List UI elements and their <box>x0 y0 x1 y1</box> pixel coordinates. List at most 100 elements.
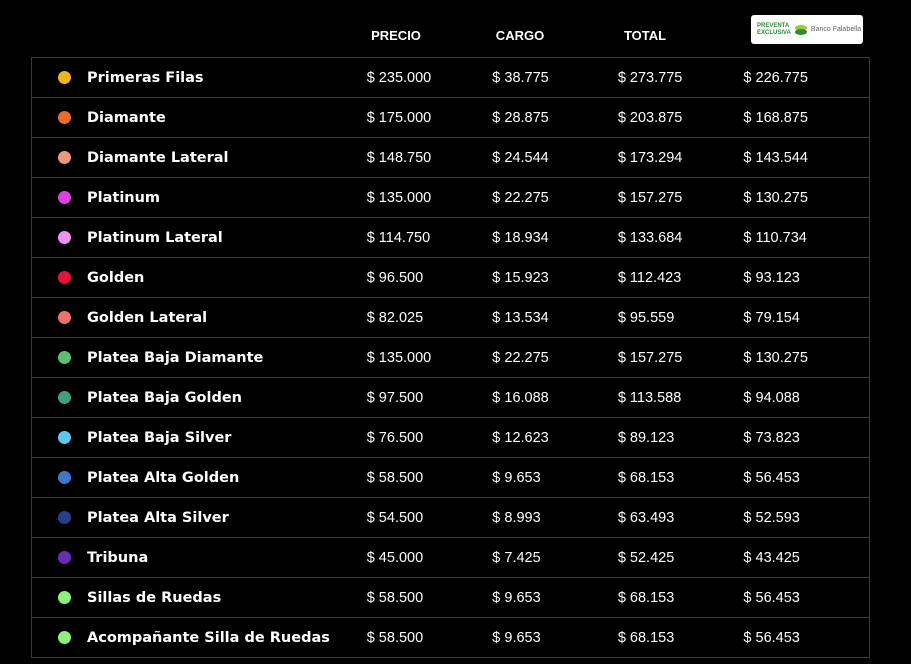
cargo-cell: $ 8.993 <box>492 497 618 538</box>
table-row: Sillas de Ruedas $ 58.500 $ 9.653 $ 68.153 $… <box>30 577 871 618</box>
precio-cell: $ 58.500 <box>366 617 493 658</box>
zone-cell: Diamante <box>30 97 367 138</box>
zone-cell: Golden <box>30 257 367 298</box>
logo-line2: EXCLUSIVA <box>757 29 791 36</box>
zone-name: Golden Lateral <box>87 309 208 326</box>
preventa-cell: $ 130.275 <box>743 177 871 218</box>
zone-name: Diamante Lateral <box>87 149 229 166</box>
cargo-cell: $ 22.275 <box>492 337 618 378</box>
table-row: Acompañante Silla de Ruedas $ 58.500 $ 9.6… <box>30 617 871 658</box>
zone-name: Golden <box>87 269 145 286</box>
header-cargo: CARGO <box>495 28 545 43</box>
total-cell: $ 157.275 <box>617 177 744 218</box>
zone-color-dot-icon <box>58 550 71 564</box>
precio-cell: $ 97.500 <box>366 377 493 418</box>
table-row: Platea Baja Golden $ 97.500 $ 16.088 $ 113.… <box>30 377 871 418</box>
preventa-cell: $ 52.593 <box>743 497 871 538</box>
total-cell: $ 89.123 <box>617 417 744 458</box>
total-cell: $ 52.425 <box>617 537 744 578</box>
zone-cell: Sillas de Ruedas <box>30 577 367 618</box>
logo-brand: Banco Falabella <box>810 26 862 33</box>
zone-name: Diamante <box>87 109 166 126</box>
zone-cell: Platea Baja Silver <box>30 417 367 458</box>
zone-color-dot-icon <box>58 230 71 244</box>
cargo-cell: $ 18.934 <box>492 217 618 258</box>
total-cell: $ 157.275 <box>617 337 744 378</box>
cargo-cell: $ 13.534 <box>492 297 618 338</box>
zone-cell: Platea Baja Diamante <box>30 337 367 378</box>
zone-name: Tribuna <box>87 549 149 566</box>
zone-color-dot-icon <box>58 470 71 484</box>
table-row: Platinum $ 135.000 $ 22.275 $ 157.275 $ 130.… <box>30 177 871 218</box>
zone-name: Platea Alta Golden <box>87 469 240 486</box>
total-cell: $ 133.684 <box>617 217 744 258</box>
preventa-cell: $ 56.453 <box>743 617 871 658</box>
preventa-cell: $ 130.275 <box>743 337 871 378</box>
zone-color-dot-icon <box>58 270 71 284</box>
zone-name: Primeras Filas <box>87 69 204 86</box>
zone-name: Platea Baja Diamante <box>87 349 264 366</box>
precio-cell: $ 58.500 <box>366 577 493 618</box>
cargo-cell: $ 22.275 <box>492 177 618 218</box>
zone-color-dot-icon <box>58 310 71 324</box>
zone-cell: Diamante Lateral <box>30 137 367 178</box>
preventa-cell: $ 110.734 <box>743 217 871 258</box>
table-row: Platea Baja Diamante $ 135.000 $ 22.275 $ 1… <box>30 337 871 378</box>
table-row: Platea Baja Silver $ 76.500 $ 12.623 $ 89.1… <box>30 417 871 458</box>
cargo-cell: $ 38.775 <box>492 57 618 98</box>
table-row: Tribuna $ 45.000 $ 7.425 $ 52.425 $ 43.425 <box>30 537 871 578</box>
cargo-cell: $ 15.923 <box>492 257 618 298</box>
banco-falabella-preventa-logo: PREVENTA EXCLUSIVA Banco Falabella <box>751 15 863 44</box>
price-table: Primeras Filas $ 235.000 $ 38.775 $ 273.775… <box>30 57 871 658</box>
table-row: Diamante $ 175.000 $ 28.875 $ 203.875 $ 168.… <box>30 97 871 138</box>
table-row: Primeras Filas $ 235.000 $ 38.775 $ 273.775… <box>30 57 871 98</box>
preventa-cell: $ 73.823 <box>743 417 871 458</box>
header-total: TOTAL <box>623 28 667 43</box>
total-cell: $ 68.153 <box>617 577 744 618</box>
cargo-cell: $ 9.653 <box>492 577 618 618</box>
zone-color-dot-icon <box>58 150 71 164</box>
zone-cell: Tribuna <box>30 537 367 578</box>
total-cell: $ 203.875 <box>617 97 744 138</box>
precio-cell: $ 135.000 <box>366 177 493 218</box>
cargo-cell: $ 9.653 <box>492 617 618 658</box>
zone-name: Platea Baja Golden <box>87 389 242 406</box>
preventa-cell: $ 79.154 <box>743 297 871 338</box>
total-cell: $ 113.588 <box>617 377 744 418</box>
cargo-cell: $ 9.653 <box>492 457 618 498</box>
preventa-cell: $ 43.425 <box>743 537 871 578</box>
zone-cell: Platea Baja Golden <box>30 377 367 418</box>
zone-name: Platinum <box>87 189 161 206</box>
zone-color-dot-icon <box>58 70 71 84</box>
zone-cell: Primeras Filas <box>30 57 367 98</box>
preventa-cell: $ 93.123 <box>743 257 871 298</box>
precio-cell: $ 135.000 <box>366 337 493 378</box>
zone-name: Acompañante Silla de Ruedas <box>87 629 330 646</box>
preventa-cell: $ 56.453 <box>743 457 871 498</box>
precio-cell: $ 96.500 <box>366 257 493 298</box>
table-row: Diamante Lateral $ 148.750 $ 24.544 $ 173.2… <box>30 137 871 178</box>
precio-cell: $ 114.750 <box>366 217 493 258</box>
zone-name: Platinum Lateral <box>87 229 223 246</box>
zone-cell: Platinum Lateral <box>30 217 367 258</box>
precio-cell: $ 54.500 <box>366 497 493 538</box>
zone-cell: Platea Alta Silver <box>30 497 367 538</box>
zone-color-dot-icon <box>58 430 71 444</box>
table-row: Platea Alta Golden $ 58.500 $ 9.653 $ 68.15… <box>30 457 871 498</box>
cargo-cell: $ 28.875 <box>492 97 618 138</box>
table-row: Platinum Lateral $ 114.750 $ 18.934 $ 133.6… <box>30 217 871 258</box>
cargo-cell: $ 12.623 <box>492 417 618 458</box>
zone-cell: Golden Lateral <box>30 297 367 338</box>
header-precio: PRECIO <box>371 28 421 43</box>
precio-cell: $ 82.025 <box>366 297 493 338</box>
zone-color-dot-icon <box>58 630 71 644</box>
total-cell: $ 63.493 <box>617 497 744 538</box>
cargo-cell: $ 24.544 <box>492 137 618 178</box>
total-cell: $ 173.294 <box>617 137 744 178</box>
logo-line1: PREVENTA <box>757 22 790 29</box>
zone-color-dot-icon <box>58 350 71 364</box>
zone-color-dot-icon <box>58 110 71 124</box>
total-cell: $ 95.559 <box>617 297 744 338</box>
zone-color-dot-icon <box>58 190 71 204</box>
zone-color-dot-icon <box>58 390 71 404</box>
